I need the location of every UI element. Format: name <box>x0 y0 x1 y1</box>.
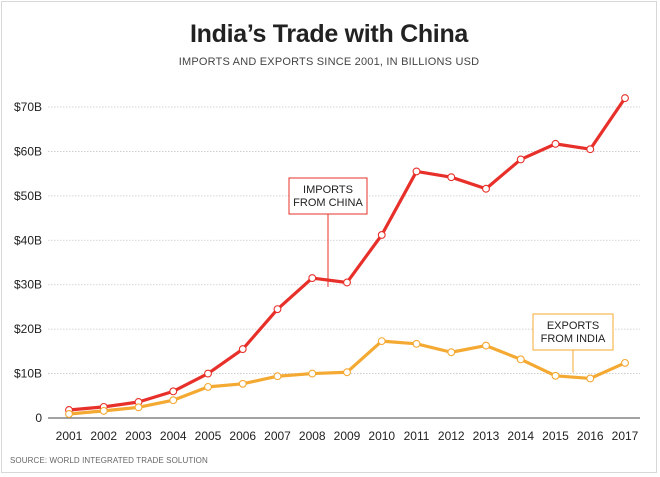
series-callout-label: FROM CHINA <box>293 197 363 209</box>
series-callout-label: IMPORTS <box>303 184 353 196</box>
y-tick-label: $60B <box>14 144 42 158</box>
x-tick-label: 2009 <box>334 429 361 443</box>
x-tick-label: 2007 <box>264 429 291 443</box>
data-point-imports <box>482 184 490 193</box>
data-point-imports <box>204 369 212 378</box>
data-point-imports <box>169 387 178 396</box>
data-point-exports <box>169 396 178 405</box>
data-point-exports <box>621 358 629 367</box>
callout-box <box>288 177 368 215</box>
data-point-imports <box>377 231 386 239</box>
data-point-exports <box>447 348 456 357</box>
y-tick-label: $50B <box>14 189 42 203</box>
data-point-exports <box>238 379 247 388</box>
x-tick-label: 2017 <box>612 429 639 443</box>
y-tick-label: $40B <box>14 233 42 247</box>
series-callout-label: FROM INDIA <box>541 333 606 345</box>
callout-box <box>532 313 614 351</box>
x-tick-label: 2008 <box>299 429 326 443</box>
x-tick-label: 2003 <box>125 429 152 443</box>
series-callout-label: EXPORTS <box>547 320 599 332</box>
data-point-imports <box>586 145 595 154</box>
data-point-exports <box>586 374 595 383</box>
data-point-exports <box>134 403 143 412</box>
data-point-exports <box>412 339 421 348</box>
y-tick-label: $30B <box>14 278 42 292</box>
data-point-exports <box>377 337 386 346</box>
data-point-exports <box>551 371 560 380</box>
x-tick-label: 2006 <box>229 429 256 443</box>
chart-title: India’s Trade with China <box>189 20 469 48</box>
y-tick-label: $10B <box>14 367 42 381</box>
data-point-exports <box>308 369 317 378</box>
y-tick-label: $70B <box>14 100 42 114</box>
data-point-imports <box>308 274 317 282</box>
data-point-exports <box>516 355 525 364</box>
data-point-imports <box>447 173 456 182</box>
x-tick-label: 2012 <box>438 429 465 443</box>
series-line-exports <box>67 339 627 416</box>
x-tick-label: 2010 <box>368 429 395 443</box>
data-point-imports <box>551 139 560 148</box>
data-point-exports <box>99 406 108 415</box>
data-point-imports <box>412 167 421 176</box>
series-line-imports <box>67 96 627 412</box>
data-point-imports <box>516 155 525 164</box>
source-note: SOURCE: WORLD INTEGRATED TRADE SOLUTION <box>10 456 208 465</box>
x-tick-label: 2016 <box>577 429 604 443</box>
data-point-exports <box>482 341 490 350</box>
data-point-exports <box>343 368 351 377</box>
data-point-exports <box>273 372 282 381</box>
x-tick-label: 2001 <box>56 429 83 443</box>
chart-subtitle: IMPORTS AND EXPORTS SINCE 2001, IN BILLI… <box>178 56 480 68</box>
y-tick-label: $20B <box>14 322 42 336</box>
x-tick-label: 2014 <box>507 429 534 443</box>
x-tick-label: 2002 <box>90 429 117 443</box>
y-tick-label: 0 <box>35 411 42 425</box>
x-tick-label: 2015 <box>542 429 569 443</box>
data-point-exports <box>65 410 73 418</box>
data-point-imports <box>238 345 247 354</box>
data-point-imports <box>273 305 282 314</box>
x-tick-label: 2013 <box>473 429 500 443</box>
data-point-imports <box>343 278 351 287</box>
data-point-exports <box>204 382 212 391</box>
x-tick-label: 2011 <box>404 429 430 443</box>
x-tick-label: 2005 <box>195 429 222 443</box>
data-point-imports <box>621 94 629 103</box>
x-tick-label: 2004 <box>160 429 187 443</box>
